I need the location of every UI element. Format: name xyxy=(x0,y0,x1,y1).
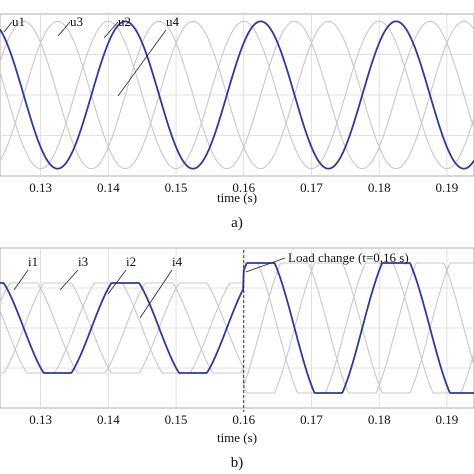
series-line-i3 xyxy=(0,262,474,394)
event-arrow xyxy=(245,257,286,273)
x-tick-label: 0.15 xyxy=(165,412,188,427)
series-line-i4 xyxy=(0,262,474,394)
x-tick-label: 0.16 xyxy=(232,412,255,427)
x-tick-label: 0.13 xyxy=(29,412,52,427)
x-tick-label: 0.14 xyxy=(97,412,120,427)
chart-a-series xyxy=(0,20,474,170)
series-label-i3: i3 xyxy=(78,254,88,269)
x-tick-label: 0.15 xyxy=(165,180,188,195)
series-line-u4 xyxy=(0,20,474,170)
annotation-arrow-u1 xyxy=(3,21,13,33)
series-label-i1: i1 xyxy=(28,254,38,269)
series-line-u3 xyxy=(0,20,474,170)
x-tick-label: 0.13 xyxy=(29,180,52,195)
series-label-u4: u4 xyxy=(166,14,180,29)
x-tick-label: 0.17 xyxy=(300,412,323,427)
series-label-u3: u3 xyxy=(70,14,83,29)
x-tick-label: 0.16 xyxy=(232,180,255,195)
series-label-i4: i4 xyxy=(172,254,183,269)
chart-b-series xyxy=(0,262,474,394)
annotation-arrow-u2 xyxy=(103,21,119,39)
series-label-u1: u1 xyxy=(12,14,25,29)
annotation-arrow-u3 xyxy=(57,21,71,37)
x-tick-label: 0.19 xyxy=(436,180,459,195)
chart-a-panel-label: a) xyxy=(231,215,243,231)
chart-b-annotations: Load change (t=0,16 s) i1 i3 i2 i4 xyxy=(13,250,409,412)
series-label-i2: i2 xyxy=(126,254,136,269)
annotation-arrow-u4 xyxy=(117,29,167,97)
x-tick-label: 0.18 xyxy=(368,412,391,427)
chart-a-xlabel: time (s) xyxy=(217,190,257,205)
annotation-arrow-i4 xyxy=(139,269,173,319)
chart-a: 0.13 0.14 0.15 0.16 0.17 0.18 0.19 u1 u3 u2 u4 ti… xyxy=(0,13,474,231)
x-tick-label: 0.19 xyxy=(436,412,459,427)
series-line-i1 xyxy=(0,262,474,394)
annotation-arrow-i1 xyxy=(13,269,29,291)
series-line-u2 xyxy=(0,20,474,170)
x-tick-label: 0.18 xyxy=(368,180,391,195)
series-line-i2 xyxy=(0,262,474,394)
chart-b-xlabel: time (s) xyxy=(217,430,257,445)
chart-b-ticks: 0.13 0.14 0.15 0.16 0.17 0.18 0.19 xyxy=(29,412,458,427)
annotation-arrow-i2 xyxy=(107,269,127,295)
x-tick-label: 0.17 xyxy=(300,180,323,195)
chart-b-panel-label: b) xyxy=(231,455,244,471)
chart-a-annotations: u1 u3 u2 u4 xyxy=(3,14,180,97)
annotation-arrow-i3 xyxy=(59,269,79,291)
series-line-u1 xyxy=(0,20,474,170)
x-tick-label: 0.14 xyxy=(97,180,120,195)
chart-a-ticks: 0.13 0.14 0.15 0.16 0.17 0.18 0.19 xyxy=(29,180,458,195)
chart-b: 0.13 0.14 0.15 0.16 0.17 0.18 0.19 Load change… xyxy=(0,247,474,471)
event-label: Load change (t=0,16 s) xyxy=(288,250,409,265)
series-label-u2: u2 xyxy=(118,14,131,29)
